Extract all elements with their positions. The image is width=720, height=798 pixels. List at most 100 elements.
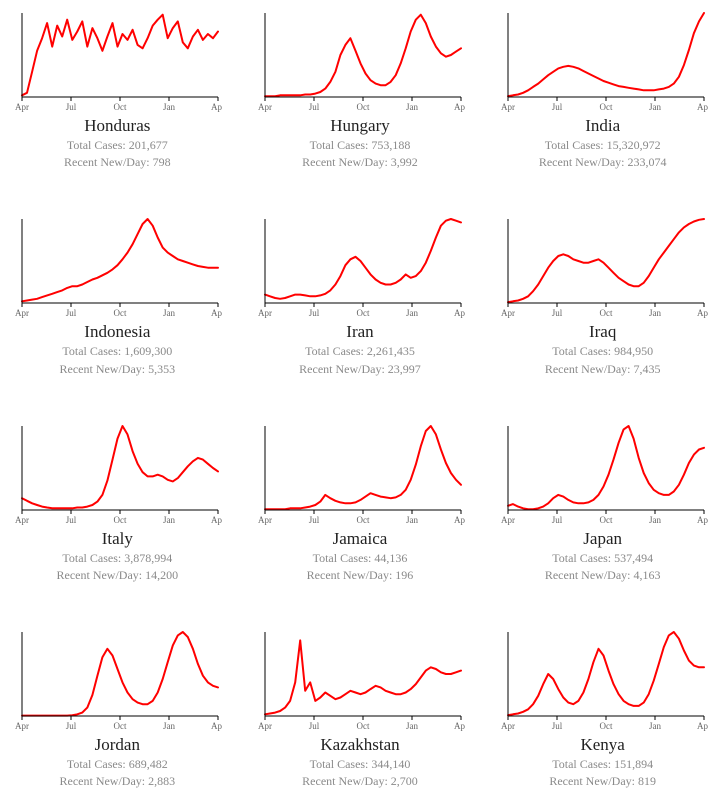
country-title: Honduras bbox=[84, 116, 150, 136]
country-title: Italy bbox=[102, 529, 133, 549]
series-line bbox=[265, 426, 461, 509]
recent-new-label: Recent New/Day: 3,992 bbox=[302, 154, 418, 170]
chart-panel: AprJulOctJanAprItalyTotal Cases: 3,878,9… bbox=[10, 421, 225, 583]
chart-area: AprJulOctJanApr bbox=[255, 8, 465, 113]
total-cases-label: Total Cases: 1,609,300 bbox=[62, 343, 172, 359]
x-tick-label: Oct bbox=[599, 308, 612, 318]
recent-new-label: Recent New/Day: 196 bbox=[307, 567, 414, 583]
x-tick-label: Apr bbox=[454, 721, 465, 731]
x-tick-label: Jan bbox=[406, 515, 418, 525]
series-line bbox=[265, 219, 461, 299]
total-cases-label: Total Cases: 344,140 bbox=[310, 756, 411, 772]
x-tick-label: Apr bbox=[258, 515, 272, 525]
total-cases-label: Total Cases: 44,136 bbox=[313, 550, 408, 566]
x-tick-label: Jul bbox=[551, 721, 562, 731]
total-cases-label: Total Cases: 689,482 bbox=[67, 756, 168, 772]
recent-new-label: Recent New/Day: 4,163 bbox=[545, 567, 661, 583]
recent-new-label: Recent New/Day: 5,353 bbox=[60, 361, 176, 377]
x-tick-label: Oct bbox=[356, 721, 369, 731]
x-tick-label: Apr bbox=[258, 102, 272, 112]
series-line bbox=[508, 632, 704, 715]
x-tick-label: Oct bbox=[599, 721, 612, 731]
recent-new-label: Recent New/Day: 819 bbox=[549, 773, 656, 789]
x-tick-label: Jul bbox=[66, 515, 77, 525]
chart-area: AprJulOctJanApr bbox=[12, 627, 222, 732]
x-tick-label: Oct bbox=[114, 308, 127, 318]
x-tick-label: Jul bbox=[551, 102, 562, 112]
country-title: Iran bbox=[346, 322, 373, 342]
total-cases-label: Total Cases: 15,320,972 bbox=[545, 137, 661, 153]
chart-panel: AprJulOctJanAprKazakhstanTotal Cases: 34… bbox=[253, 627, 468, 789]
total-cases-label: Total Cases: 3,878,994 bbox=[62, 550, 172, 566]
x-tick-label: Oct bbox=[599, 102, 612, 112]
x-tick-label: Apr bbox=[501, 515, 515, 525]
x-tick-label: Jan bbox=[649, 102, 661, 112]
recent-new-label: Recent New/Day: 14,200 bbox=[57, 567, 179, 583]
chart-panel: AprJulOctJanAprIranTotal Cases: 2,261,43… bbox=[253, 214, 468, 376]
x-tick-label: Apr bbox=[501, 308, 515, 318]
chart-panel: AprJulOctJanAprKenyaTotal Cases: 151,894… bbox=[495, 627, 710, 789]
chart-panel: AprJulOctJanAprJapanTotal Cases: 537,494… bbox=[495, 421, 710, 583]
x-tick-label: Jan bbox=[649, 515, 661, 525]
x-tick-label: Apr bbox=[211, 102, 222, 112]
x-tick-label: Oct bbox=[356, 308, 369, 318]
x-tick-label: Oct bbox=[356, 515, 369, 525]
series-line bbox=[508, 13, 704, 96]
chart-area: AprJulOctJanApr bbox=[498, 8, 708, 113]
x-tick-label: Apr bbox=[15, 721, 29, 731]
x-tick-label: Apr bbox=[501, 721, 515, 731]
x-tick-label: Jul bbox=[551, 308, 562, 318]
chart-panel: AprJulOctJanAprIndiaTotal Cases: 15,320,… bbox=[495, 8, 710, 170]
x-tick-label: Jan bbox=[649, 308, 661, 318]
x-tick-label: Jul bbox=[66, 102, 77, 112]
series-line bbox=[22, 632, 218, 716]
series-line bbox=[265, 15, 461, 97]
x-tick-label: Apr bbox=[15, 102, 29, 112]
total-cases-label: Total Cases: 984,950 bbox=[552, 343, 653, 359]
chart-area: Apr Jul Oct Jan Apr bbox=[255, 421, 465, 526]
x-tick-label: Apr bbox=[697, 308, 708, 318]
total-cases-label: Total Cases: 2,261,435 bbox=[305, 343, 415, 359]
total-cases-label: Total Cases: 537,494 bbox=[552, 550, 653, 566]
x-tick-label: Jan bbox=[163, 515, 175, 525]
x-tick-label: Jul bbox=[551, 515, 562, 525]
x-tick-label: Jan bbox=[163, 308, 175, 318]
x-tick-label: Apr bbox=[454, 515, 465, 525]
country-title: Indonesia bbox=[84, 322, 150, 342]
series-line bbox=[508, 219, 704, 302]
x-tick-label: Jan bbox=[406, 308, 418, 318]
x-tick-label: Jul bbox=[66, 308, 77, 318]
country-title: Kenya bbox=[580, 735, 624, 755]
x-tick-label: Apr bbox=[258, 308, 272, 318]
x-tick-label: Jul bbox=[309, 515, 320, 525]
x-tick-label: Apr bbox=[211, 721, 222, 731]
x-tick-label: Jan bbox=[163, 102, 175, 112]
x-tick-label: Jan bbox=[649, 721, 661, 731]
chart-panel: Apr Jul Oct Jan Apr HondurasTotal Cases: 201,… bbox=[10, 8, 225, 170]
recent-new-label: Recent New/Day: 2,700 bbox=[302, 773, 418, 789]
chart-panel: AprJulOctJanAprJordanTotal Cases: 689,48… bbox=[10, 627, 225, 789]
x-tick-label: Oct bbox=[114, 102, 127, 112]
x-tick-label: Apr bbox=[258, 721, 272, 731]
chart-area: AprJulOctJanApr bbox=[498, 627, 708, 732]
total-cases-label: Total Cases: 201,677 bbox=[67, 137, 168, 153]
x-tick-label: Jan bbox=[406, 721, 418, 731]
recent-new-label: Recent New/Day: 23,997 bbox=[299, 361, 421, 377]
recent-new-label: Recent New/Day: 2,883 bbox=[60, 773, 176, 789]
country-title: Hungary bbox=[330, 116, 389, 136]
recent-new-label: Recent New/Day: 798 bbox=[64, 154, 171, 170]
chart-area: AprJulOctJanApr bbox=[12, 214, 222, 319]
x-tick-label: Apr bbox=[501, 102, 515, 112]
series-line bbox=[22, 15, 218, 96]
x-tick-label: Oct bbox=[356, 102, 369, 112]
series-line bbox=[22, 426, 218, 508]
country-title: Kazakhstan bbox=[320, 735, 399, 755]
x-tick-label: Jul bbox=[66, 721, 77, 731]
recent-new-label: Recent New/Day: 233,074 bbox=[539, 154, 667, 170]
country-title: Iraq bbox=[589, 322, 616, 342]
total-cases-label: Total Cases: 151,894 bbox=[552, 756, 653, 772]
chart-area: AprJulOctJanApr bbox=[255, 627, 465, 732]
x-tick-label: Jul bbox=[309, 308, 320, 318]
x-tick-label: Apr bbox=[15, 308, 29, 318]
x-tick-label: Apr bbox=[15, 515, 29, 525]
